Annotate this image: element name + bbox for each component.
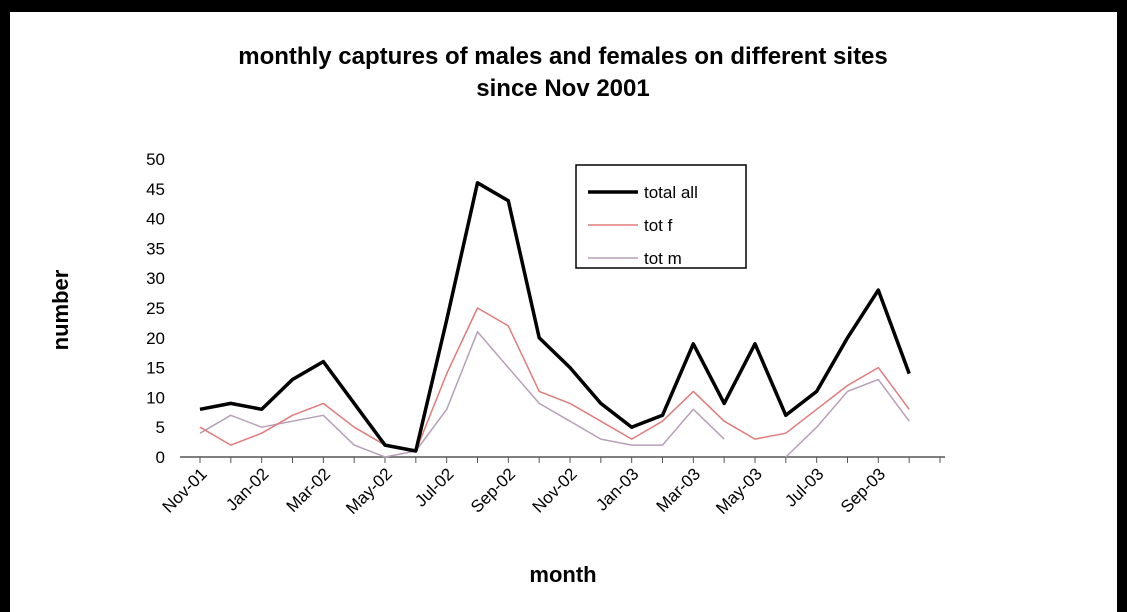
y-tick-label: 25	[146, 299, 165, 318]
chart-title-line-2: since Nov 2001	[476, 75, 649, 102]
y-tick-label: 20	[146, 329, 165, 348]
legend-label: tot f	[644, 216, 673, 235]
x-axis-title: month	[529, 562, 596, 587]
y-tick-label: 50	[146, 150, 165, 169]
legend-box	[575, 164, 747, 269]
y-tick-label: 30	[146, 269, 165, 288]
x-tick-label: Mar-02	[283, 464, 335, 516]
legend-items: total all tot f tot m	[588, 183, 698, 268]
x-tick-label: Jul-02	[411, 464, 457, 510]
x-tick-label: Mar-03	[653, 464, 705, 516]
series-line-tot-f	[199, 307, 910, 452]
chart-frame: monthly captures of males and females on…	[10, 12, 1117, 612]
y-tick-label: 5	[156, 418, 165, 437]
x-tick-label: May-03	[712, 464, 766, 518]
x-tick-label: Jan-02	[222, 464, 272, 514]
series-line-tot-m	[785, 378, 910, 458]
y-tick-label: 0	[156, 448, 165, 467]
x-tick-label: Nov-02	[529, 464, 581, 516]
y-tick-label: 10	[146, 388, 165, 407]
x-tick-label: Sep-02	[467, 464, 519, 516]
x-tick-label: Jul-03	[781, 464, 827, 510]
x-tick-label: Sep-03	[837, 464, 889, 516]
line-chart: monthly captures of males and females on…	[48, 43, 945, 587]
y-axis-title: number	[48, 269, 73, 350]
y-axis-ticks: 0 5 10 15 20 25 30 35 40 45 50	[146, 150, 165, 467]
legend-label: total all	[644, 183, 698, 202]
x-tick-label: Nov-01	[159, 464, 211, 516]
legend-label: tot m	[644, 249, 682, 268]
y-tick-label: 45	[146, 180, 165, 199]
y-tick-label: 35	[146, 239, 165, 258]
legend: total all tot f tot m	[575, 164, 747, 269]
y-tick-label: 40	[146, 210, 165, 229]
series-layer	[199, 181, 911, 458]
chart-title-line-1: monthly captures of males and females on…	[238, 43, 888, 70]
x-tick-label: Jan-03	[592, 464, 642, 514]
x-tick-label: May-02	[342, 464, 396, 518]
x-axis-ticks: Nov-01 Jan-02 Mar-02 May-02 Jul-02 Sep-02 Nov-…	[159, 457, 941, 518]
series-line-tot-m	[199, 331, 725, 458]
y-tick-label: 15	[146, 359, 165, 378]
series-line-total-all	[199, 181, 911, 453]
